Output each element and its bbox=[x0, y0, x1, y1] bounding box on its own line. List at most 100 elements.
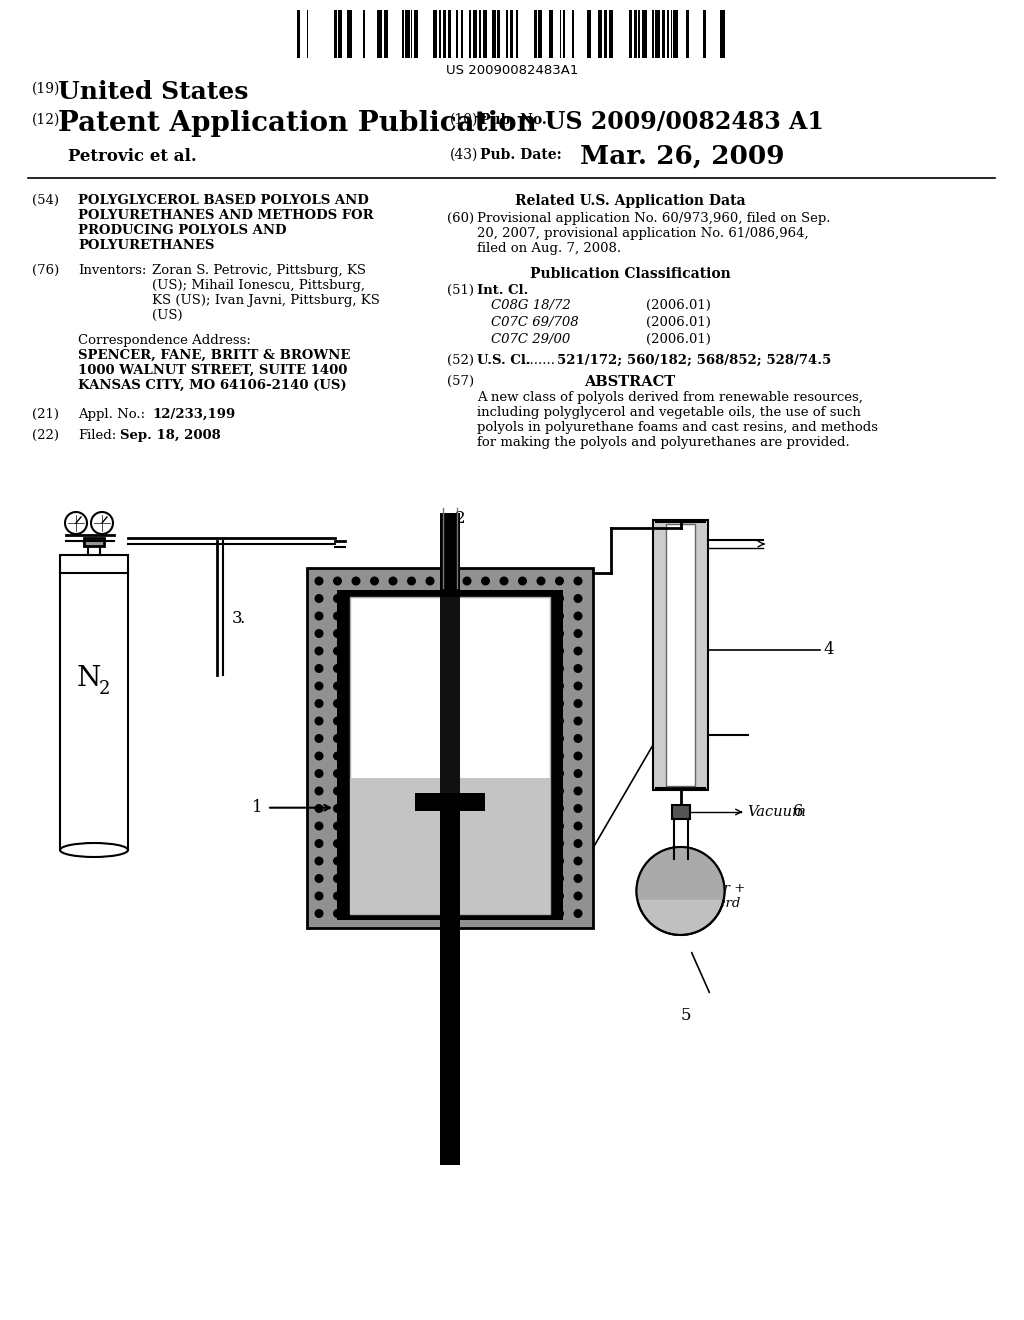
Bar bbox=[563, 11, 564, 58]
Circle shape bbox=[444, 787, 453, 796]
Bar bbox=[364, 11, 365, 58]
Circle shape bbox=[388, 734, 397, 743]
Circle shape bbox=[333, 891, 342, 900]
Circle shape bbox=[518, 611, 527, 620]
Circle shape bbox=[444, 804, 453, 813]
Text: (21): (21) bbox=[32, 408, 59, 421]
Circle shape bbox=[537, 770, 546, 777]
Circle shape bbox=[500, 630, 509, 638]
Circle shape bbox=[333, 840, 342, 847]
Circle shape bbox=[370, 664, 379, 673]
Text: (60): (60) bbox=[447, 213, 474, 224]
Circle shape bbox=[407, 891, 416, 900]
Circle shape bbox=[463, 857, 471, 866]
Circle shape bbox=[537, 751, 546, 760]
Circle shape bbox=[500, 611, 509, 620]
Text: SPENCER, FANE, BRITT & BROWNE: SPENCER, FANE, BRITT & BROWNE bbox=[78, 348, 350, 362]
Text: POLYGLYCEROL BASED POLYOLS AND: POLYGLYCEROL BASED POLYOLS AND bbox=[78, 194, 369, 207]
Circle shape bbox=[463, 611, 471, 620]
Circle shape bbox=[370, 787, 379, 796]
Text: C08G 18/72: C08G 18/72 bbox=[490, 300, 570, 312]
Circle shape bbox=[537, 717, 546, 726]
Circle shape bbox=[333, 874, 342, 883]
Bar bbox=[663, 11, 666, 58]
Bar bbox=[642, 11, 647, 58]
Circle shape bbox=[370, 804, 379, 813]
Circle shape bbox=[314, 664, 324, 673]
Circle shape bbox=[426, 647, 434, 656]
Text: (76): (76) bbox=[32, 264, 59, 277]
Text: Provisional application No. 60/973,960, filed on Sep.: Provisional application No. 60/973,960, … bbox=[477, 213, 830, 224]
Bar bbox=[651, 11, 654, 58]
Circle shape bbox=[333, 664, 342, 673]
Text: Appl. No.:: Appl. No.: bbox=[78, 408, 145, 421]
Circle shape bbox=[407, 821, 416, 830]
Circle shape bbox=[370, 840, 379, 847]
Circle shape bbox=[481, 804, 490, 813]
Bar bbox=[433, 11, 437, 58]
Text: POLYURETHANES: POLYURETHANES bbox=[78, 239, 214, 252]
Circle shape bbox=[407, 840, 416, 847]
Bar bbox=[469, 11, 471, 58]
Bar bbox=[671, 11, 672, 58]
Circle shape bbox=[388, 647, 397, 656]
Bar bbox=[492, 11, 497, 58]
Bar bbox=[686, 11, 688, 58]
Circle shape bbox=[463, 821, 471, 830]
Bar bbox=[672, 805, 689, 818]
Circle shape bbox=[555, 770, 564, 777]
Text: Patent Application Publication: Patent Application Publication bbox=[58, 110, 537, 137]
Circle shape bbox=[314, 734, 324, 743]
Circle shape bbox=[518, 664, 527, 673]
Circle shape bbox=[407, 717, 416, 726]
Circle shape bbox=[573, 891, 583, 900]
Text: Inventors:: Inventors: bbox=[78, 264, 146, 277]
Circle shape bbox=[537, 840, 546, 847]
Circle shape bbox=[314, 787, 324, 796]
Circle shape bbox=[407, 664, 416, 673]
Circle shape bbox=[573, 770, 583, 777]
Circle shape bbox=[481, 630, 490, 638]
Polygon shape bbox=[637, 847, 725, 899]
Bar bbox=[506, 11, 509, 58]
Text: 20, 2007, provisional application No. 61/086,964,: 20, 2007, provisional application No. 61… bbox=[477, 227, 809, 240]
Circle shape bbox=[426, 857, 434, 866]
Circle shape bbox=[518, 700, 527, 708]
Text: Correspondence Address:: Correspondence Address: bbox=[78, 334, 251, 347]
Circle shape bbox=[388, 611, 397, 620]
Circle shape bbox=[388, 804, 397, 813]
Circle shape bbox=[537, 630, 546, 638]
Circle shape bbox=[407, 630, 416, 638]
Bar bbox=[411, 11, 412, 58]
Circle shape bbox=[444, 611, 453, 620]
Bar bbox=[456, 11, 459, 58]
Circle shape bbox=[444, 664, 453, 673]
Text: Sep. 18, 2008: Sep. 18, 2008 bbox=[120, 429, 221, 442]
Bar bbox=[414, 11, 418, 58]
Circle shape bbox=[333, 857, 342, 866]
Circle shape bbox=[518, 857, 527, 866]
Circle shape bbox=[500, 874, 509, 883]
Circle shape bbox=[518, 891, 527, 900]
Bar bbox=[440, 597, 460, 803]
Circle shape bbox=[463, 891, 471, 900]
Circle shape bbox=[500, 594, 509, 603]
Text: 2: 2 bbox=[455, 510, 466, 527]
Circle shape bbox=[573, 577, 583, 586]
Bar bbox=[604, 11, 606, 58]
Bar bbox=[482, 11, 487, 58]
Bar bbox=[609, 11, 613, 58]
Circle shape bbox=[314, 611, 324, 620]
Circle shape bbox=[537, 664, 546, 673]
Circle shape bbox=[573, 647, 583, 656]
Circle shape bbox=[388, 787, 397, 796]
Circle shape bbox=[314, 751, 324, 760]
Circle shape bbox=[370, 821, 379, 830]
Circle shape bbox=[388, 751, 397, 760]
Text: (57): (57) bbox=[447, 375, 474, 388]
Text: Publication Classification: Publication Classification bbox=[529, 267, 730, 281]
Text: US 20090082483A1: US 20090082483A1 bbox=[445, 63, 579, 77]
Bar bbox=[337, 590, 563, 920]
Circle shape bbox=[518, 751, 527, 760]
Circle shape bbox=[388, 717, 397, 726]
